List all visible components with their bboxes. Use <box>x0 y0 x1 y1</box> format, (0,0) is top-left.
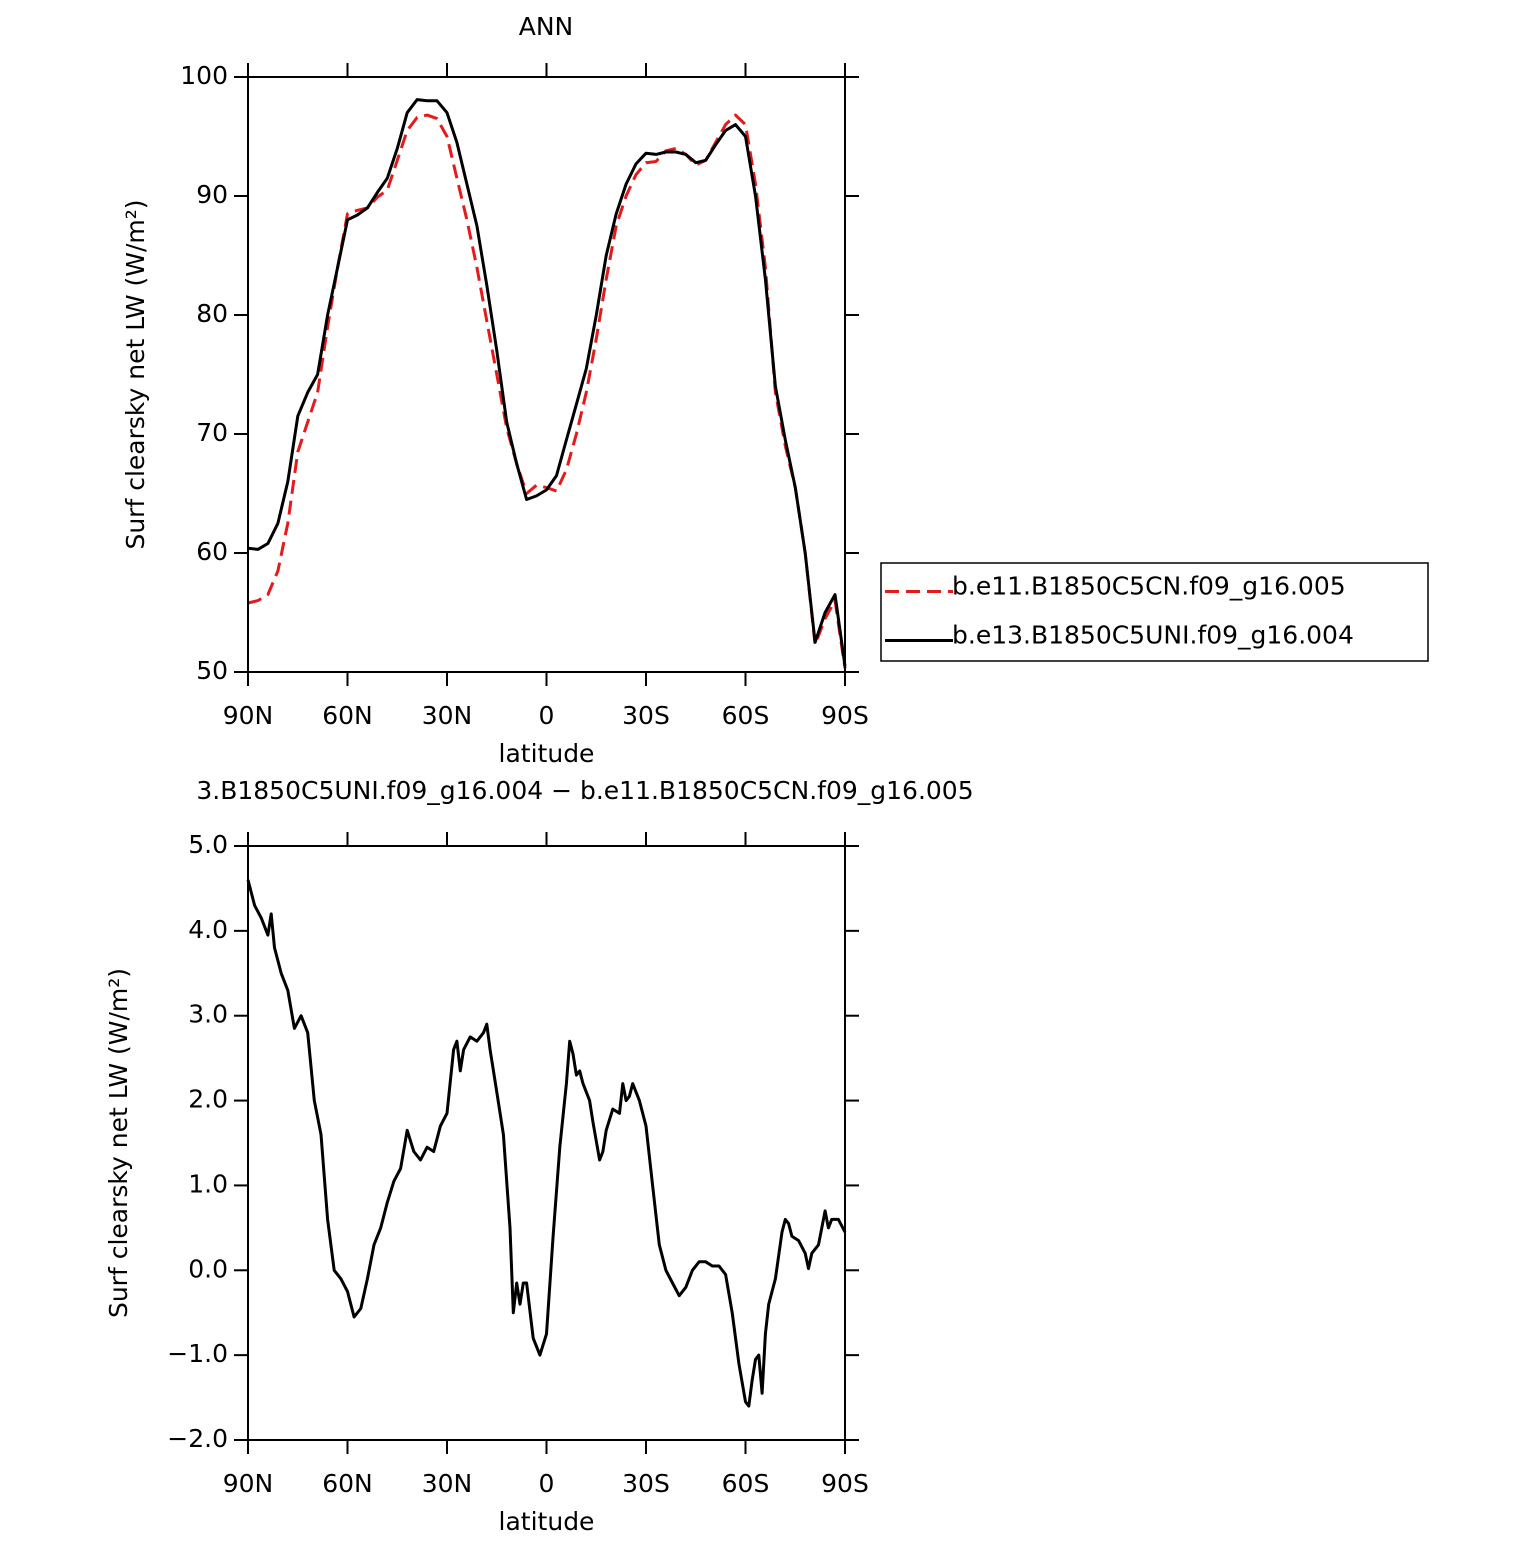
chart-title: ANN <box>519 12 574 41</box>
y-tick-label: 80 <box>196 299 228 328</box>
x-tick-label: 90N <box>223 1469 274 1498</box>
y-axis-label: Surf clearsky net LW (W/m²) <box>121 199 150 549</box>
y-tick-label: 0.0 <box>188 1254 228 1283</box>
legend-label: b.e11.B1850C5CN.f09_g16.005 <box>952 572 1346 601</box>
x-tick-label: 30S <box>622 701 670 730</box>
plot-frame <box>247 845 846 1441</box>
legend-label: b.e13.B1850C5UNI.f09_g16.004 <box>952 621 1354 650</box>
x-tick-label: 60N <box>322 701 373 730</box>
x-tick-label: 60N <box>322 1469 373 1498</box>
y-tick-label: 3.0 <box>188 1000 228 1029</box>
x-tick-label: 30S <box>622 1469 670 1498</box>
y-tick-label: 90 <box>196 180 228 209</box>
x-tick-label: 90S <box>821 701 869 730</box>
y-tick-label: −2.0 <box>167 1424 228 1453</box>
y-tick-label: 100 <box>180 61 228 90</box>
x-tick-label: 90N <box>223 701 274 730</box>
y-tick-label: 2.0 <box>188 1085 228 1114</box>
data-line <box>246 879 847 1408</box>
y-axis-label: Surf clearsky net LW (W/m²) <box>104 968 133 1318</box>
chart-title: 3.B1850C5UNI.f09_g16.004 − b.e11.B1850C5… <box>196 776 973 805</box>
x-axis-label: latitude <box>499 1507 595 1536</box>
x-tick-label: 60S <box>722 1469 770 1498</box>
plot-frame <box>247 76 846 673</box>
legend-box <box>880 562 1429 662</box>
x-tick-label: 60S <box>722 701 770 730</box>
y-tick-label: 70 <box>196 418 228 447</box>
y-tick-label: 5.0 <box>188 830 228 859</box>
y-tick-label: −1.0 <box>167 1339 228 1368</box>
x-tick-label: 0 <box>539 1469 555 1498</box>
y-tick-label: 4.0 <box>188 915 228 944</box>
y-tick-label: 1.0 <box>188 1169 228 1198</box>
x-tick-label: 30N <box>422 701 473 730</box>
y-tick-label: 50 <box>196 656 228 685</box>
x-axis-label: latitude <box>499 739 595 768</box>
y-tick-label: 60 <box>196 537 228 566</box>
x-tick-label: 30N <box>422 1469 473 1498</box>
x-tick-label: 90S <box>821 1469 869 1498</box>
x-tick-label: 0 <box>539 701 555 730</box>
data-line <box>247 98 847 667</box>
